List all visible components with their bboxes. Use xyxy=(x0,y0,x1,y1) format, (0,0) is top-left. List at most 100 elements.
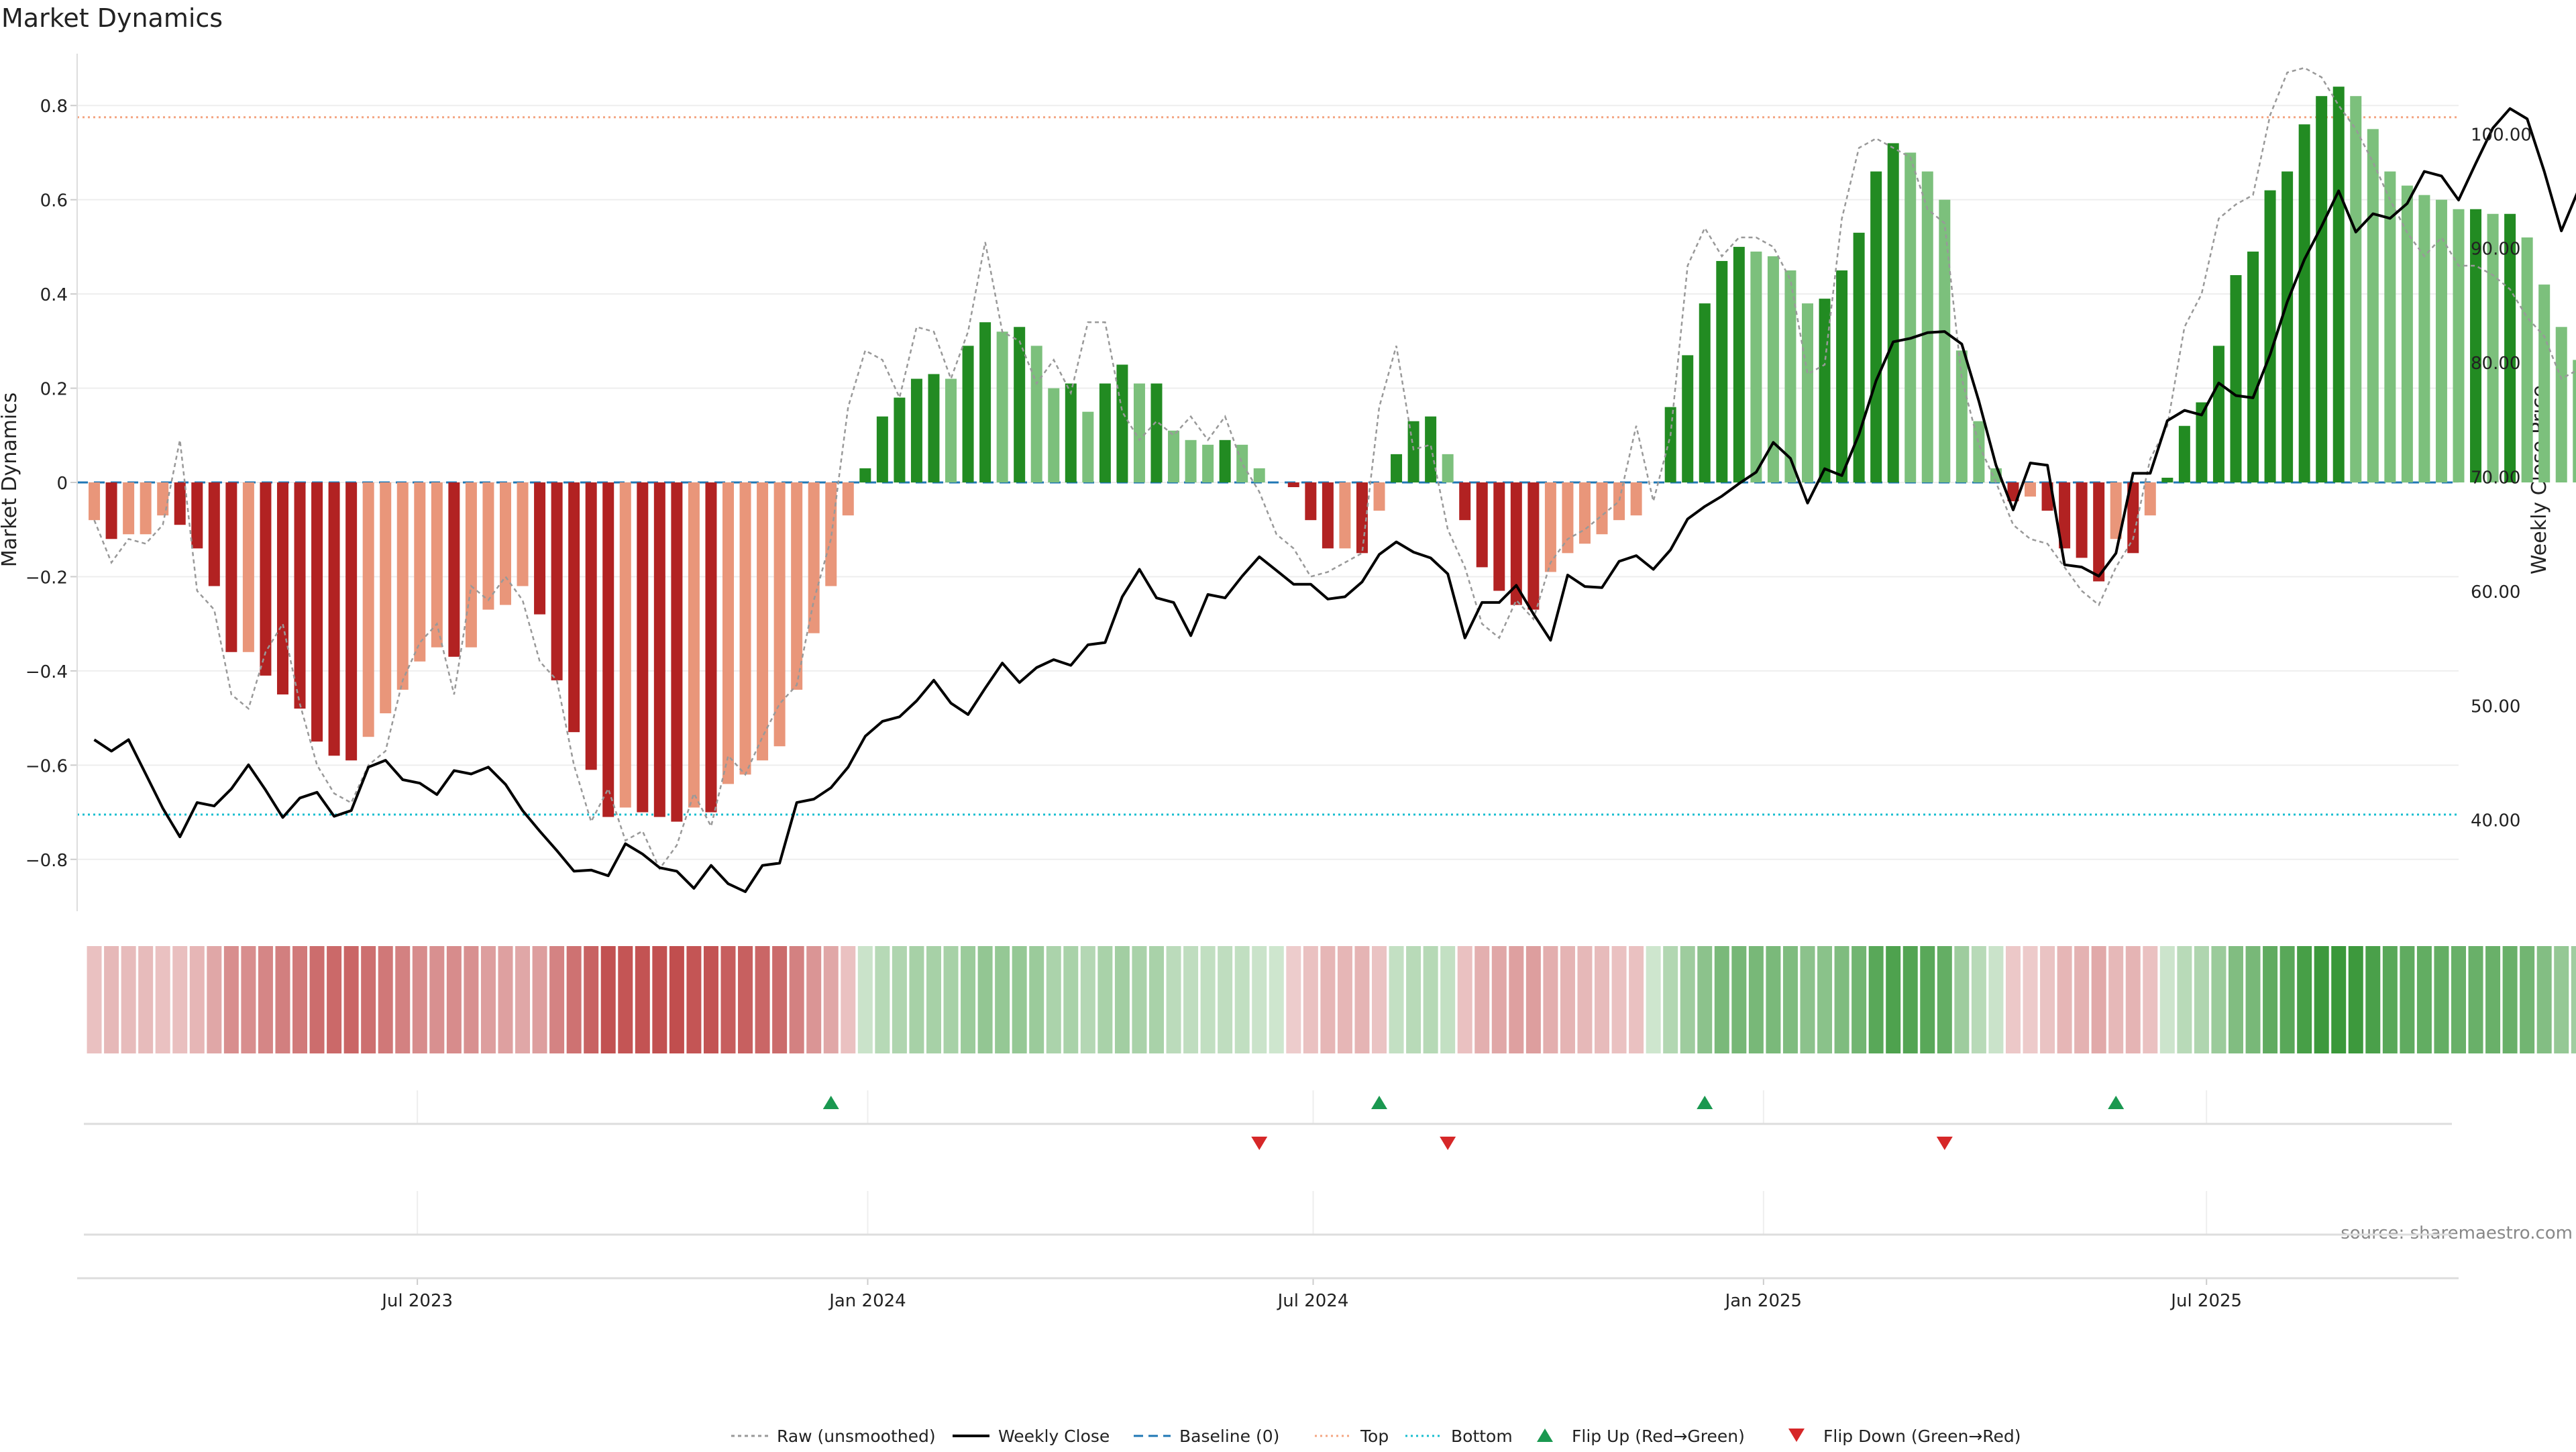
bar xyxy=(2367,129,2379,482)
bar xyxy=(1150,384,1162,482)
color-strip xyxy=(87,946,2576,1053)
strip-cell xyxy=(138,946,153,1053)
bar xyxy=(1870,172,1882,482)
bar xyxy=(1236,445,1248,482)
bar xyxy=(1527,482,1539,610)
strip-cell xyxy=(2571,946,2576,1053)
flip-down-marker xyxy=(1440,1137,1456,1150)
bar xyxy=(517,482,529,586)
x-tick-label: Jan 2024 xyxy=(828,1291,906,1311)
strip-cell xyxy=(1972,946,1986,1053)
y2-tick-label: 60.00 xyxy=(2471,582,2520,603)
bar xyxy=(1202,445,1214,482)
y2-tick-label: 80.00 xyxy=(2471,354,2520,374)
y2-tick-label: 70.00 xyxy=(2471,468,2520,488)
bar xyxy=(2179,426,2190,482)
strip-cell xyxy=(1766,946,1780,1053)
bar xyxy=(2230,275,2241,482)
strip-cell xyxy=(275,946,290,1053)
bar xyxy=(277,482,288,694)
bar xyxy=(1168,431,1179,482)
strip-cell xyxy=(1526,946,1541,1053)
strip-cell xyxy=(1612,946,1627,1053)
bar xyxy=(2282,172,2293,482)
strip-cell xyxy=(515,946,530,1053)
bar xyxy=(243,482,254,652)
strip-cell xyxy=(2520,946,2534,1053)
bar xyxy=(740,482,751,774)
strip-cell xyxy=(1595,946,1609,1053)
y2-tick-label: 100.00 xyxy=(2471,125,2532,145)
strip-cell xyxy=(2349,946,2363,1053)
strip-cell xyxy=(2006,946,2021,1053)
legend-label: Top xyxy=(1360,1427,1389,1446)
strip-cell xyxy=(224,946,239,1053)
strip-cell xyxy=(241,946,256,1053)
strip-cell xyxy=(481,946,496,1053)
strip-cell xyxy=(2469,946,2483,1053)
legend-handle-flip-up xyxy=(1537,1429,1553,1442)
bar xyxy=(671,482,682,822)
strip-cell xyxy=(292,946,307,1053)
strip-cell xyxy=(2074,946,2089,1053)
bar xyxy=(380,482,391,713)
strip-cell xyxy=(1886,946,1900,1053)
flip-up-marker xyxy=(823,1096,839,1109)
source-label: source: sharemaestro.com xyxy=(2341,1223,2573,1243)
strip-cell xyxy=(858,946,873,1053)
strip-cell xyxy=(1749,946,1764,1053)
strip-cell xyxy=(413,946,427,1053)
bar xyxy=(1819,299,1831,482)
bar xyxy=(1185,440,1197,482)
strip-cell xyxy=(1063,946,1078,1053)
bar xyxy=(106,482,117,539)
bar xyxy=(2145,482,2156,515)
bar xyxy=(2025,482,2036,497)
y2-tick-label: 40.00 xyxy=(2471,811,2520,831)
legend-label: Flip Down (Green→Red) xyxy=(1823,1427,2021,1446)
strip-cell xyxy=(533,946,547,1053)
strip-cell xyxy=(2383,946,2398,1053)
strip-cell xyxy=(2314,946,2329,1053)
flip-down-marker xyxy=(1251,1137,1267,1150)
bar xyxy=(911,379,922,482)
strip-cell xyxy=(601,946,616,1053)
strip-cell xyxy=(2434,946,2449,1053)
y-tick-label: 0 xyxy=(56,474,68,494)
strip-cell xyxy=(978,946,993,1053)
strip-cell xyxy=(961,946,975,1053)
strip-cell xyxy=(1543,946,1558,1053)
strip-cell xyxy=(190,946,205,1053)
strip-cell xyxy=(344,946,359,1053)
bar xyxy=(1699,303,1711,482)
bar xyxy=(482,482,494,610)
strip-cell xyxy=(1920,946,1935,1053)
bar xyxy=(1665,407,1676,482)
chart-title: Market Dynamics xyxy=(1,3,223,33)
strip-cell xyxy=(1132,946,1146,1053)
legend-label: Bottom xyxy=(1451,1427,1513,1446)
bar xyxy=(586,482,597,770)
legend-label: Raw (unsmoothed) xyxy=(777,1427,936,1446)
y-tick-label: 0.8 xyxy=(40,97,68,117)
strip-cell xyxy=(584,946,598,1053)
strip-cell xyxy=(1218,946,1232,1053)
strip-cell xyxy=(1372,946,1387,1053)
strip-cell xyxy=(2194,946,2209,1053)
strip-cell xyxy=(1731,946,1746,1053)
strip-cell xyxy=(1954,946,1969,1053)
strip-cell xyxy=(1851,946,1866,1053)
strip-cell xyxy=(1474,946,1489,1053)
bar xyxy=(1493,482,1505,591)
bar xyxy=(1374,482,1385,511)
bar xyxy=(2247,252,2259,482)
bar xyxy=(397,482,409,690)
strip-cell xyxy=(1869,946,1884,1053)
y-tick-label: −0.2 xyxy=(25,568,68,588)
strip-cell xyxy=(1338,946,1352,1053)
strip-cell xyxy=(1783,946,1798,1053)
strip-cell xyxy=(2503,946,2518,1053)
